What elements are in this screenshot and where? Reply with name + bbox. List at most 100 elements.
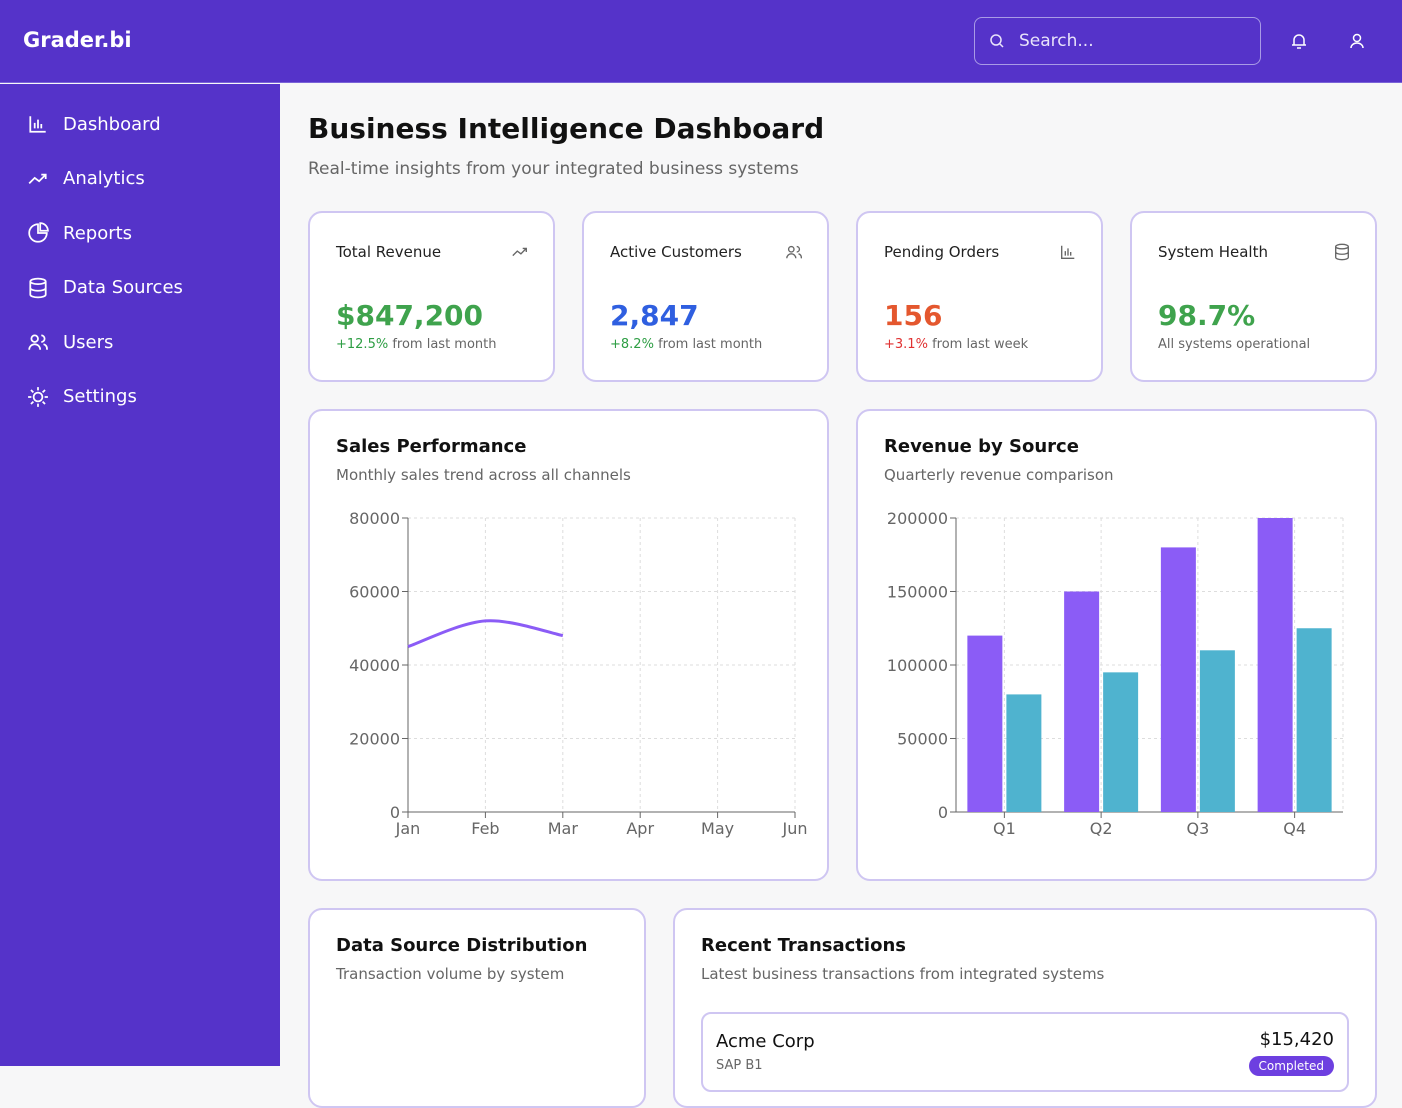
nav-icon-path bbox=[29, 116, 46, 133]
bar bbox=[1103, 672, 1139, 812]
card-subtitle: Transaction volume by system bbox=[336, 965, 565, 983]
kpi-icon-path bbox=[1335, 243, 1349, 261]
nav-label: Data Sources bbox=[63, 277, 183, 298]
y-tick-label: 150000 bbox=[887, 583, 948, 602]
sidebar: Dashboard Analytics Reports Data Sources Use… bbox=[0, 84, 280, 1066]
nav-item[interactable]: Reports bbox=[27, 219, 132, 247]
amount: $15,420 bbox=[1259, 1029, 1334, 1050]
nav-item[interactable]: Users bbox=[27, 328, 113, 356]
transactions-card: Recent Transactions Latest business tran… bbox=[673, 908, 1377, 1108]
kpi-card: Total Revenue $847,200 +12.5% from last mo… bbox=[308, 211, 555, 382]
search-placeholder: Search... bbox=[1019, 31, 1094, 51]
bar bbox=[1064, 591, 1100, 812]
line-series bbox=[407, 619, 564, 649]
nav-label: Settings bbox=[63, 386, 137, 407]
kpi-value: 156 bbox=[884, 299, 943, 332]
search-box[interactable]: Search... bbox=[974, 17, 1261, 65]
nav-item[interactable]: Dashboard bbox=[27, 110, 161, 138]
kpi-label: Total Revenue bbox=[336, 243, 442, 261]
kpi-icon-path bbox=[512, 247, 527, 257]
chart-subtitle: Monthly sales trend across all channels bbox=[336, 466, 631, 484]
x-tick-label: Feb bbox=[471, 819, 499, 838]
company: Acme Corp bbox=[716, 1031, 815, 1052]
distribution-card: Data Source Distribution Transaction vol… bbox=[308, 908, 646, 1108]
kpi-note-line: All systems operational bbox=[1158, 337, 1310, 352]
kpi-icon-path bbox=[786, 245, 802, 259]
page-title: Business Intelligence Dashboard bbox=[308, 112, 825, 145]
bar bbox=[1006, 694, 1042, 812]
x-tick-label: Q4 bbox=[1283, 819, 1306, 838]
chart-subtitle: Quarterly revenue comparison bbox=[884, 466, 1114, 484]
y-tick-label: 100000 bbox=[887, 656, 948, 675]
y-tick-label: 200000 bbox=[887, 509, 948, 528]
card-subtitle: Latest business transactions from integr… bbox=[701, 965, 1105, 983]
kpi-note: All systems operational bbox=[1158, 337, 1311, 352]
x-tick-label: Apr bbox=[626, 819, 654, 838]
chart-title: Sales Performance bbox=[336, 436, 527, 457]
kpi-icon bbox=[1335, 243, 1349, 261]
y-tick-label: 0 bbox=[938, 803, 948, 822]
card-title: Recent Transactions bbox=[701, 935, 906, 956]
bar bbox=[1160, 547, 1196, 812]
top-bar: Grader.bi Search... bbox=[0, 0, 1402, 83]
nav-icon bbox=[28, 173, 47, 184]
page-subtitle: Real-time insights from your integrated … bbox=[308, 159, 799, 179]
nav-icon bbox=[28, 334, 48, 350]
kpi-change: +3.1% bbox=[884, 337, 928, 352]
kpi-note-line: +12.5% from last month bbox=[336, 337, 497, 352]
x-tick-label: Q2 bbox=[1090, 819, 1113, 838]
nav-icon bbox=[28, 386, 48, 407]
kpi-label: System Health bbox=[1158, 243, 1268, 261]
user-icon[interactable] bbox=[1348, 32, 1366, 50]
bar bbox=[1199, 650, 1235, 812]
x-tick-label: May bbox=[701, 819, 734, 838]
kpi-note-line: +8.2% from last month bbox=[610, 337, 762, 352]
kpi-value: $847,200 bbox=[336, 299, 484, 332]
chart-title: Revenue by Source bbox=[884, 436, 1079, 457]
kpi-note-line: +3.1% from last week bbox=[884, 337, 1028, 352]
kpi-card: Pending Orders 156 +3.1% from last week bbox=[856, 211, 1103, 382]
kpi-change: +8.2% bbox=[610, 337, 654, 352]
kpi-value: 2,847 bbox=[610, 299, 699, 332]
chart-card: Sales Performance Monthly sales trend ac… bbox=[308, 409, 829, 881]
nav-icon-path bbox=[28, 386, 48, 407]
nav-icon-path bbox=[28, 334, 48, 350]
kpi-note: from last week bbox=[932, 337, 1029, 352]
nav-icon bbox=[28, 222, 49, 243]
y-tick-label: 50000 bbox=[897, 730, 948, 749]
card-title: Data Source Distribution bbox=[336, 935, 588, 956]
y-tick-label: 40000 bbox=[349, 656, 400, 675]
chart: 0 20000 40000 60000 80000 Jan Feb Mar Apr May Jun bbox=[349, 509, 807, 838]
y-tick-label: 80000 bbox=[349, 509, 400, 528]
kpi-icon-path bbox=[1061, 245, 1075, 259]
bar bbox=[967, 635, 1003, 812]
x-tick-label: Jan bbox=[395, 819, 421, 838]
transaction-row[interactable]: Acme Corp $15,420 SAP B1 Completed bbox=[701, 1012, 1349, 1092]
search-icon bbox=[990, 34, 1004, 48]
nav-item[interactable]: Data Sources bbox=[27, 274, 183, 302]
kpi-icon bbox=[1061, 245, 1075, 259]
x-tick-label: Mar bbox=[548, 819, 579, 838]
kpi-change: +12.5% bbox=[336, 337, 389, 352]
y-tick-label: 20000 bbox=[349, 730, 400, 749]
nav-icon-path bbox=[29, 277, 47, 298]
nav-icon-path bbox=[28, 173, 47, 184]
y-tick-label: 0 bbox=[390, 803, 400, 822]
nav-label: Users bbox=[63, 331, 114, 353]
kpi-card: System Health 98.7% All systems operationa… bbox=[1130, 211, 1377, 382]
nav-label: Dashboard bbox=[63, 113, 161, 135]
x-tick-label: Q1 bbox=[993, 819, 1016, 838]
kpi-card: Active Customers 2,847 +8.2% from last mon… bbox=[582, 211, 829, 382]
kpi-label: Pending Orders bbox=[884, 243, 1000, 261]
nav-item[interactable]: Analytics bbox=[27, 165, 145, 193]
status-badge: Completed bbox=[1248, 1056, 1334, 1076]
nav-item[interactable]: Settings bbox=[27, 383, 137, 411]
nav-label: Analytics bbox=[63, 168, 145, 189]
bar bbox=[1257, 518, 1293, 812]
kpi-note: from last month bbox=[658, 337, 763, 352]
nav-icon bbox=[29, 277, 47, 298]
nav-label: Reports bbox=[63, 222, 133, 244]
kpi-icon bbox=[786, 245, 802, 259]
bell-icon[interactable] bbox=[1290, 32, 1308, 50]
